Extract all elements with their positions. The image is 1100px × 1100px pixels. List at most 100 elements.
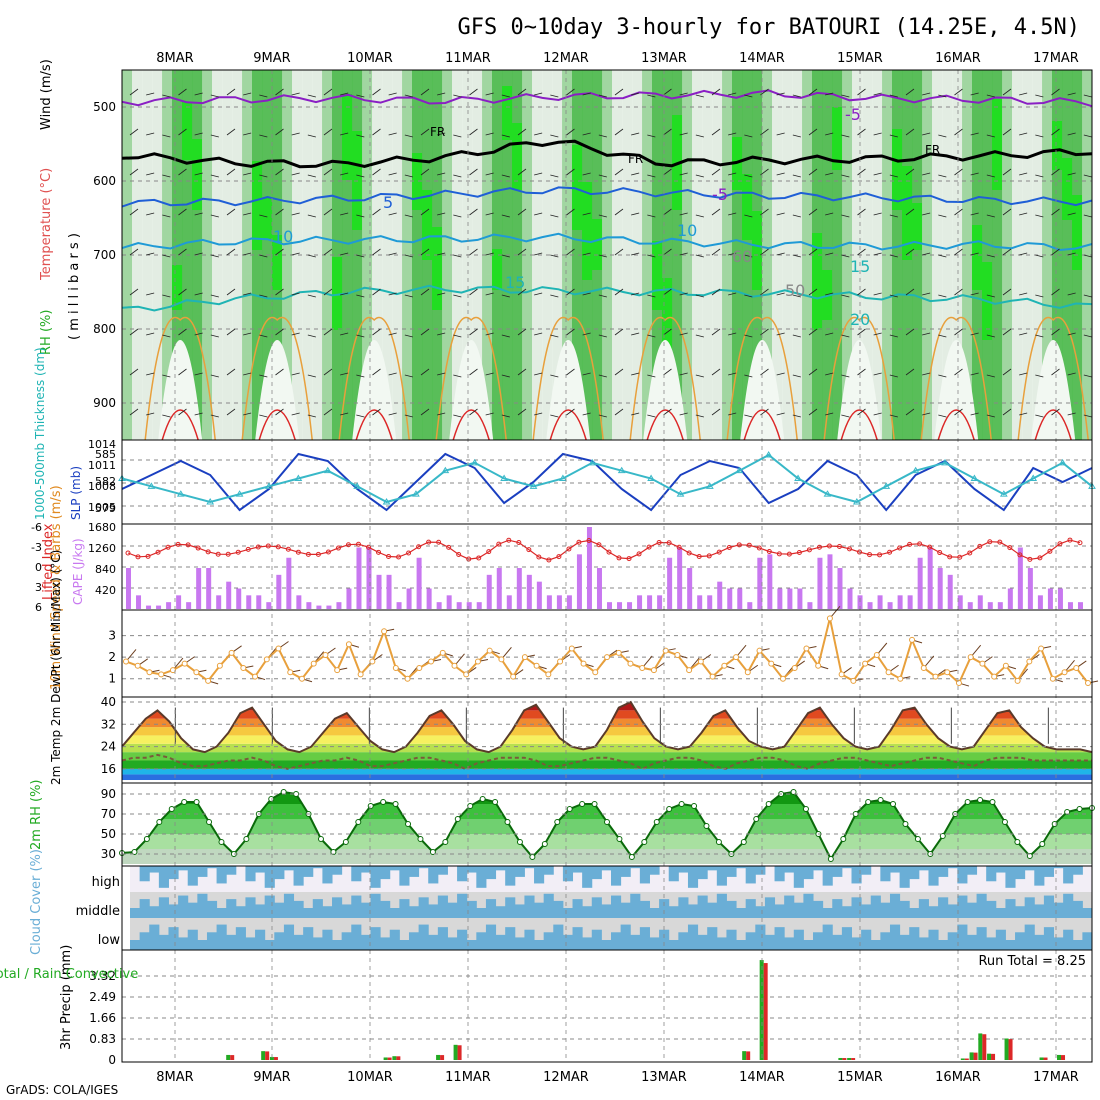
wind-barb — [970, 212, 979, 216]
cloud-low-cell — [1024, 924, 1035, 950]
dewpoint-line — [121, 753, 1092, 771]
wind-barb — [340, 412, 349, 416]
wind-speed-line-point — [627, 660, 634, 667]
cape-bar — [496, 568, 502, 609]
wind-barb — [1035, 414, 1044, 418]
wind-speed-line-point — [580, 660, 587, 667]
wind-barb — [1051, 408, 1060, 416]
cloud-middle-cell — [880, 902, 891, 918]
cloud-high-cell — [505, 866, 516, 886]
wind-barb — [517, 128, 527, 136]
cloud-low-cell — [736, 940, 747, 950]
cape-bar — [596, 568, 602, 609]
cloud-low-cell — [562, 934, 574, 950]
wind-barb — [792, 334, 801, 338]
wind-barb — [711, 168, 721, 176]
moist-plume — [837, 340, 882, 440]
wind-barb — [275, 248, 284, 256]
wind-speed-line-point — [604, 654, 610, 661]
wind-barb — [776, 372, 785, 376]
wind-speed-line-point — [533, 662, 540, 669]
cloud-low-cell — [745, 932, 756, 950]
cloud-high-cell — [745, 866, 756, 884]
wind-barb — [129, 368, 139, 376]
rh-line-point — [317, 836, 324, 842]
cloud-high-cell — [303, 866, 314, 877]
wind-barb — [372, 368, 381, 376]
wind-barb — [162, 294, 171, 298]
wind-barb — [938, 254, 947, 258]
lifted-ylabel: Lifted Index — [41, 523, 56, 600]
wind-barb — [695, 214, 704, 218]
wind-barb — [1002, 88, 1012, 96]
wind-barb — [534, 172, 543, 176]
thickness-line-point — [441, 466, 450, 474]
cloud-middle-cell — [832, 899, 843, 918]
thickness-line-point — [647, 474, 655, 481]
temp-band — [122, 768, 1092, 775]
cloud-low-cell — [995, 929, 1006, 950]
cloud-high-cell — [485, 866, 497, 880]
cape-tick: 840 — [95, 563, 116, 576]
cape-ylabel: CAPE (J/kg) — [71, 538, 85, 605]
wind-barb — [162, 414, 171, 418]
wind-barb — [469, 168, 478, 176]
wind-barb — [340, 212, 349, 216]
lifted-index-point — [366, 544, 371, 550]
wind-barb — [905, 208, 915, 216]
wind-barb — [356, 174, 365, 178]
wind-barb — [825, 132, 834, 136]
cloud-middle-cell — [1043, 895, 1055, 918]
precip-tick: 2.49 — [89, 990, 116, 1004]
cloud-middle-cell — [206, 900, 218, 918]
wind-barb — [841, 94, 850, 98]
wind-barb — [501, 174, 510, 178]
cloud-high-cell — [524, 866, 535, 869]
cape-bar — [1007, 588, 1013, 609]
hot-isotherm — [355, 409, 393, 441]
cloud-middle-cell — [418, 897, 429, 918]
rh-line-point — [765, 801, 772, 807]
thickness-line-point — [764, 451, 773, 458]
rh-line-point — [243, 836, 250, 842]
rh-band — [122, 804, 1092, 819]
precip-legend-label: Total / Rain Convective — [0, 967, 138, 982]
wind-barb — [647, 334, 656, 338]
wind-barb — [986, 94, 995, 98]
precip-convective-bar — [1061, 1055, 1066, 1060]
wind-speed-line-point — [791, 664, 798, 671]
cloud-high-cell — [899, 866, 910, 888]
rh-line-point — [168, 806, 175, 812]
lifted-index-point — [977, 543, 983, 549]
precip-convective-bar — [842, 1058, 847, 1060]
cloud-middle-cell — [553, 900, 564, 918]
cloud-low-cell — [861, 929, 872, 950]
thickness-line-point — [529, 482, 538, 489]
rh-line-point — [143, 836, 150, 842]
cape-bar — [787, 588, 793, 609]
wind-barb — [388, 252, 397, 256]
cape-bar — [456, 602, 462, 609]
date-label-bottom: 16MAR — [935, 1070, 981, 1085]
wind-barb — [178, 408, 187, 416]
cape-bar — [396, 602, 402, 609]
date-label-top: 17MAR — [1033, 51, 1079, 66]
precip-convective-bar — [265, 1051, 270, 1060]
cloud-high-cell — [793, 866, 804, 888]
cloud-low-cell — [572, 927, 583, 950]
cloud-low-cell — [139, 932, 150, 950]
cape-bar — [426, 588, 432, 609]
rh-blob — [592, 219, 603, 270]
cloud-middle-cell — [601, 904, 612, 918]
isotherm-label: FR — [430, 125, 445, 139]
cloud-high-cell — [534, 866, 545, 884]
wind-barb — [291, 132, 300, 136]
wind-barb — [663, 328, 672, 336]
wind-barb — [517, 288, 527, 296]
precip-total-bar — [392, 1056, 397, 1060]
rh-line-point — [753, 816, 760, 822]
cloud-low-cell — [687, 924, 699, 950]
thickness-line-point — [911, 466, 920, 474]
cape-bar — [977, 595, 983, 609]
isotherm-label: FR — [628, 152, 643, 166]
